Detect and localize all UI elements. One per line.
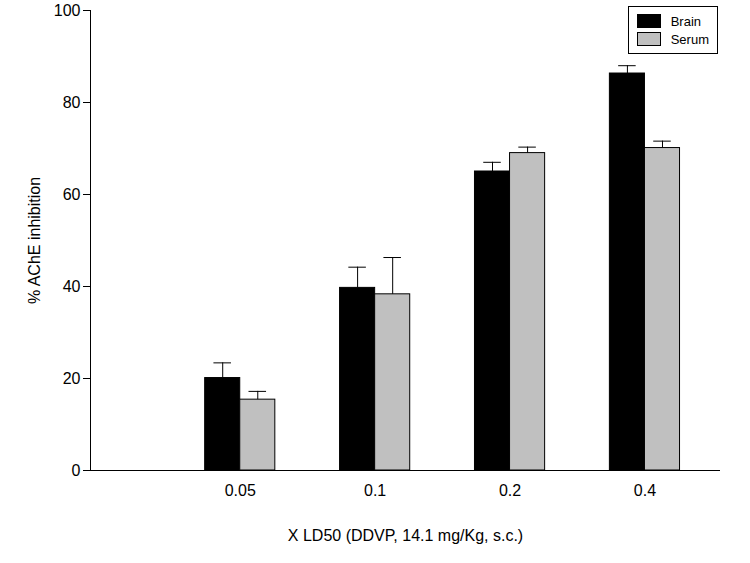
svg-text:0.2: 0.2: [499, 482, 521, 499]
svg-text:0.05: 0.05: [225, 482, 256, 499]
svg-text:40: 40: [63, 278, 81, 295]
html-text:Brain: Brain: [670, 13, 702, 29]
svg-text:0.1: 0.1: [364, 482, 386, 499]
svg-text:% AChE inhibition: % AChE inhibition: [26, 177, 43, 304]
svg-text:20: 20: [63, 370, 81, 387]
svg-text:0: 0: [72, 462, 81, 479]
html-text:Serum: Serum: [670, 31, 709, 47]
svg-text:80: 80: [63, 94, 81, 111]
svg-text:100: 100: [54, 2, 81, 19]
svg-text:60: 60: [63, 186, 81, 203]
svg-text:X LD50 (DDVP, 14.1 mg/Kg, s.c.: X LD50 (DDVP, 14.1 mg/Kg, s.c.): [288, 527, 523, 544]
svg-text:0.4: 0.4: [634, 482, 656, 499]
